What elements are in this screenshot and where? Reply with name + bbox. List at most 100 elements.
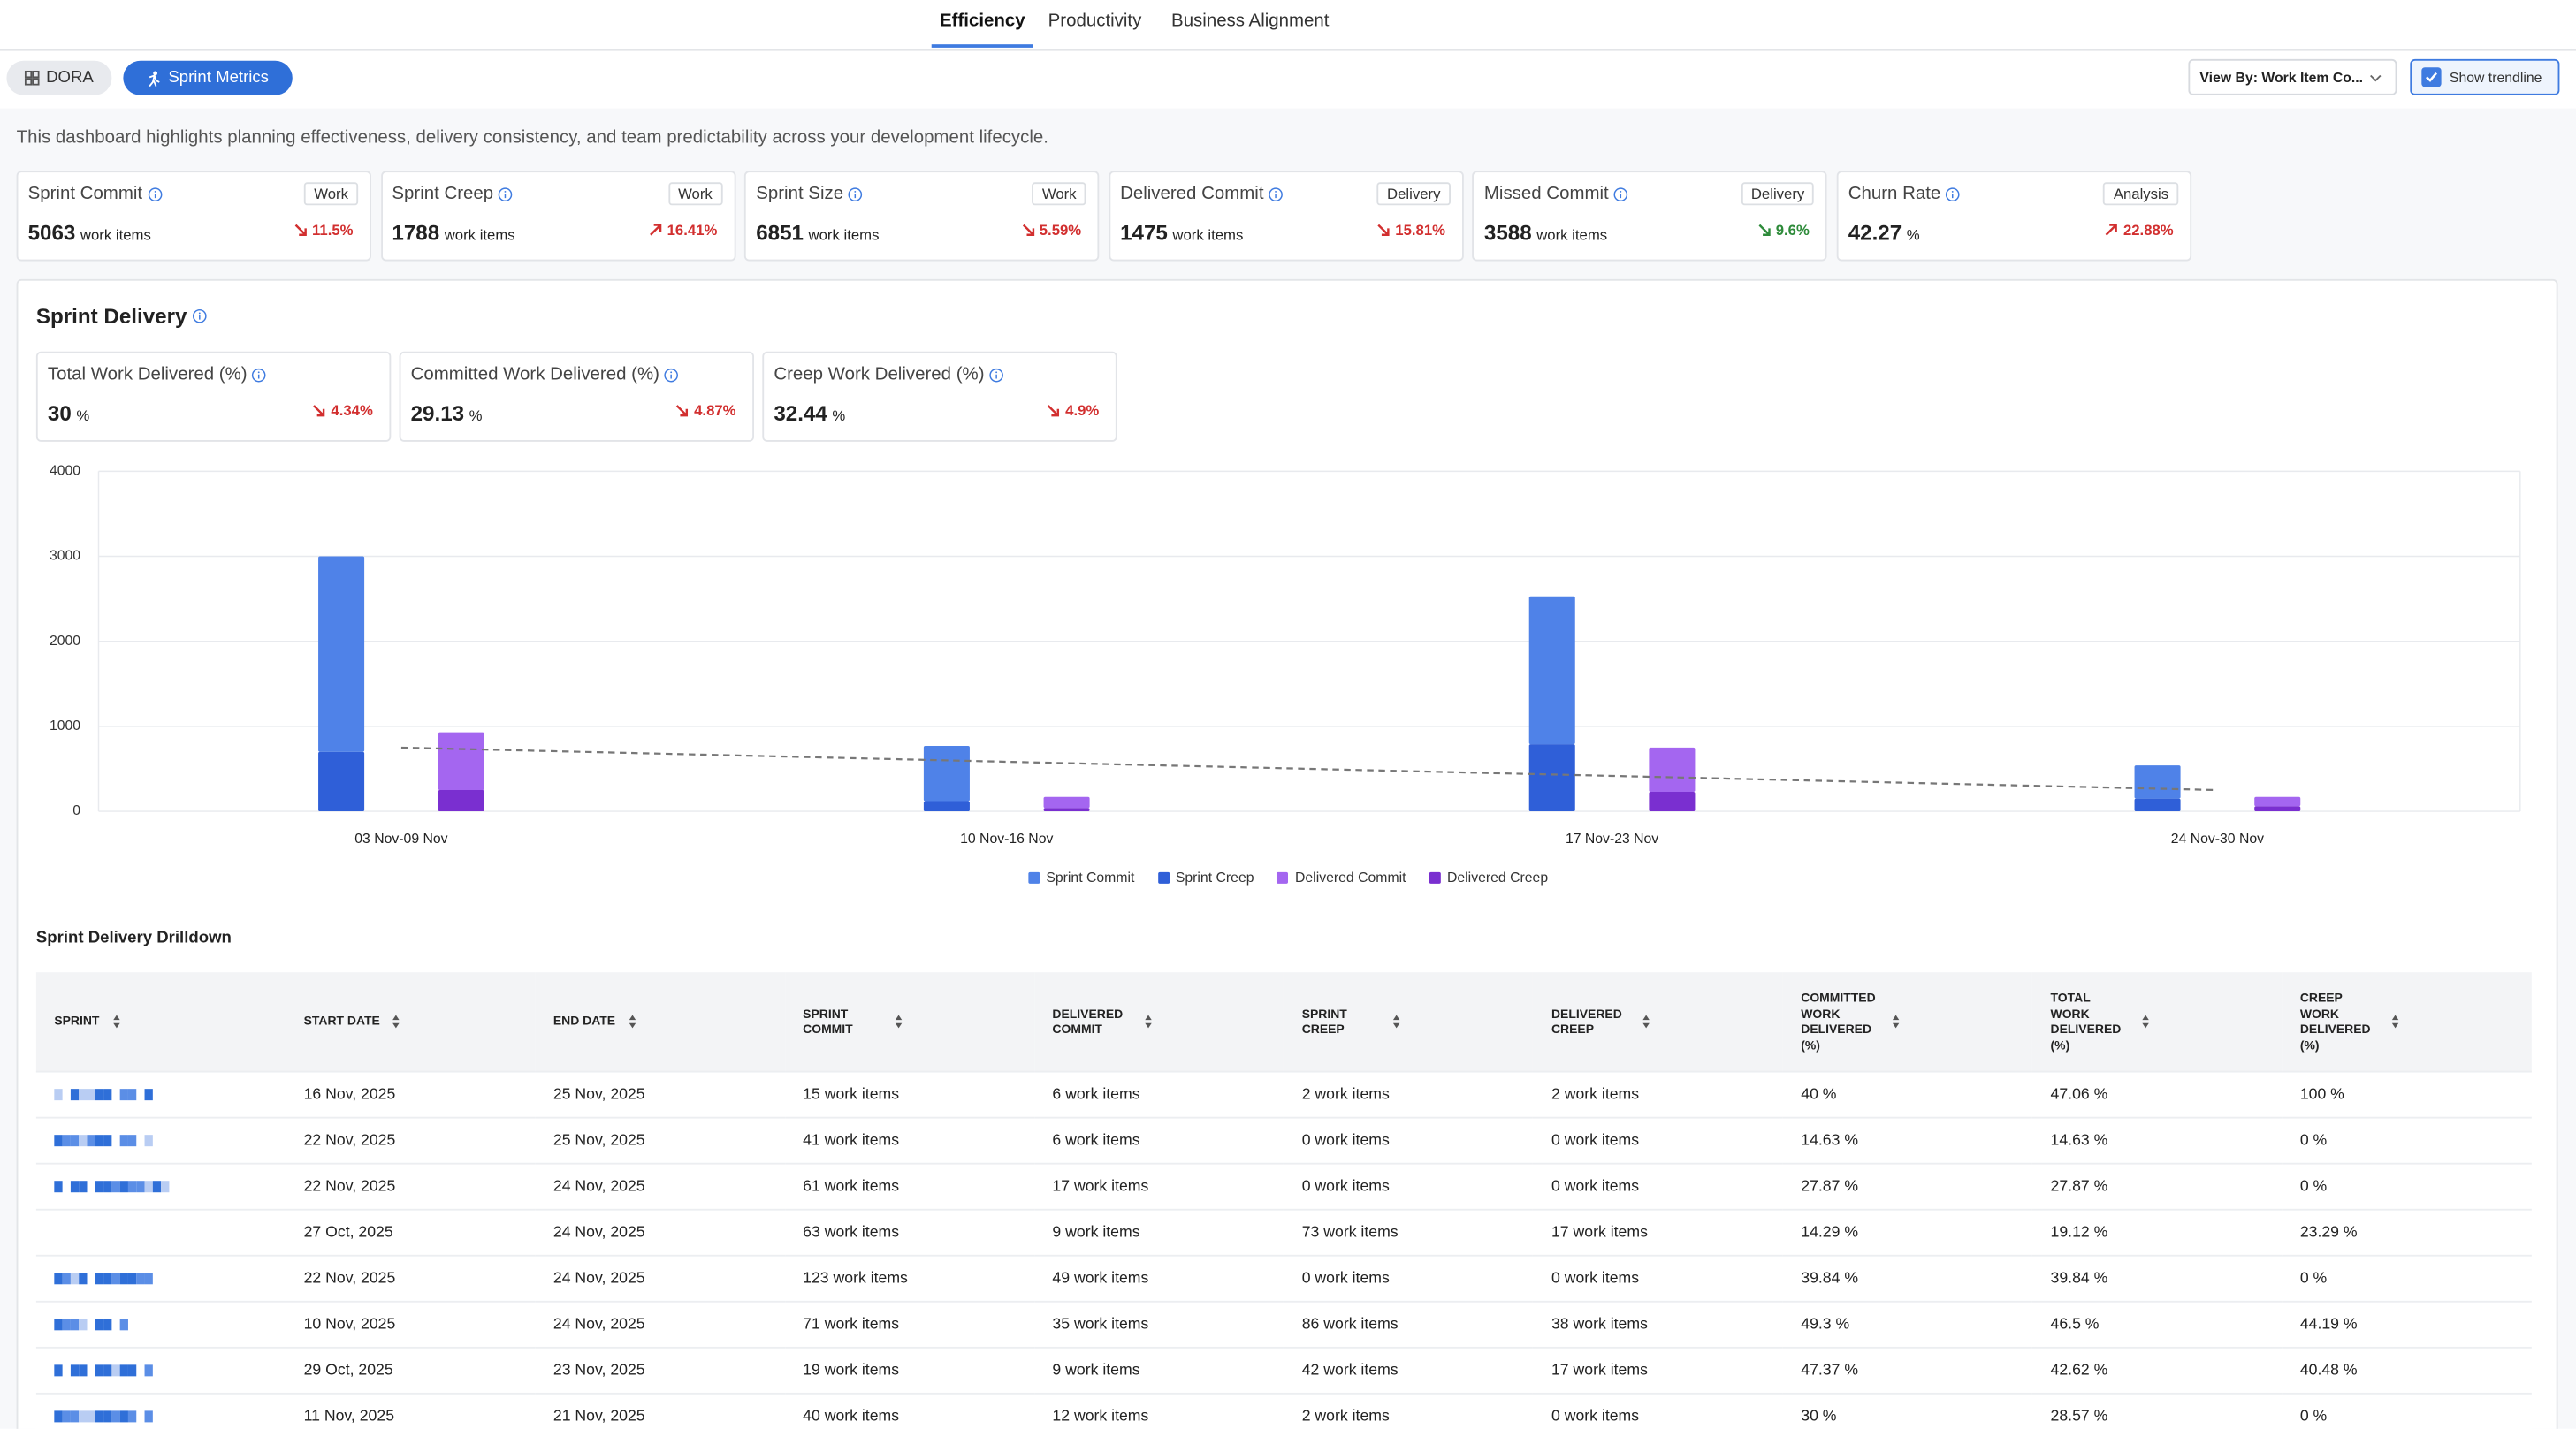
bar-segment <box>1649 748 1695 792</box>
table-cell: 24 Nov, 2025 <box>535 1302 784 1348</box>
card-value: 30 <box>48 400 72 425</box>
table-cell: 42.62 % <box>2032 1348 2282 1394</box>
column-header[interactable]: CREEP WORK DELIVERED (%) <box>2282 972 2531 1071</box>
card-label-row: Delivered Commit <box>1120 184 1284 203</box>
tab[interactable]: Efficiency <box>940 11 1025 31</box>
nav-label: Sprint Metrics <box>168 69 269 87</box>
redacted-block <box>103 1364 111 1376</box>
sort-icon <box>393 1015 400 1029</box>
redacted-block <box>63 1135 71 1146</box>
header-label: START DATE <box>304 1014 380 1030</box>
redacted-block <box>95 1135 103 1146</box>
trend-down-icon <box>676 404 690 417</box>
nav-button[interactable]: Sprint Metrics <box>123 61 292 95</box>
column-header[interactable]: SPRINT <box>36 972 286 1071</box>
legend-label: Sprint Commit <box>1046 869 1134 886</box>
card-change-value: 4.34% <box>331 402 372 419</box>
redacted-block <box>120 1364 128 1376</box>
redacted-block <box>95 1319 103 1330</box>
sort-up <box>1643 1015 1650 1021</box>
table-row[interactable]: 22 Nov, 202524 Nov, 2025123 work items49… <box>36 1256 2532 1302</box>
y-tick-label: 4000 <box>50 464 80 479</box>
column-header[interactable]: SPRINT CREEP <box>1284 972 1533 1071</box>
card-value-row: 5063work items <box>28 220 151 245</box>
card-value-row: 30% <box>48 400 89 425</box>
table-cell: 40.48 % <box>2282 1348 2531 1394</box>
nav-button[interactable]: DORA <box>6 61 111 95</box>
redacted-block <box>136 1089 144 1100</box>
column-header[interactable]: DELIVERED COMMIT <box>1034 972 1284 1071</box>
sort-down <box>2392 1023 2398 1029</box>
redacted-block <box>54 1273 62 1284</box>
redacted-block <box>111 1273 119 1284</box>
table-cell: 11 Nov, 2025 <box>286 1394 535 1429</box>
table-cell: 17 work items <box>1534 1210 1783 1256</box>
redacted-block <box>111 1181 119 1192</box>
redacted-block <box>120 1319 128 1330</box>
card-label-row: Total Work Delivered (%) <box>48 365 267 384</box>
column-header[interactable]: SPRINT COMMIT <box>785 972 1034 1071</box>
column-header[interactable]: TOTAL WORK DELIVERED (%) <box>2032 972 2282 1071</box>
legend-swatch <box>1277 871 1289 883</box>
sort-up <box>112 1015 118 1021</box>
column-header[interactable]: COMMITTED WORK DELIVERED (%) <box>1783 972 2032 1071</box>
table-cell: 35 work items <box>1034 1302 1284 1348</box>
card-unit: work items <box>1536 226 1607 243</box>
bar-segment <box>924 802 970 812</box>
table-row[interactable]: 16 Nov, 202525 Nov, 202515 work items6 w… <box>36 1072 2532 1118</box>
table-row[interactable]: 22 Nov, 202525 Nov, 202541 work items6 w… <box>36 1118 2532 1164</box>
table-row[interactable]: 29 Oct, 202523 Nov, 202519 work items9 w… <box>36 1348 2532 1394</box>
tab[interactable]: Productivity <box>1048 11 1142 31</box>
sort-up <box>2143 1015 2149 1021</box>
table-cell: 2 work items <box>1534 1072 1783 1118</box>
header-content: COMMITTED WORK DELIVERED (%) <box>1801 991 2032 1053</box>
x-tick-label: 03 Nov-09 Nov <box>354 832 447 847</box>
bar-segment <box>2254 797 2300 807</box>
redacted-block <box>111 1410 119 1422</box>
table-cell: 27.87 % <box>2032 1164 2282 1210</box>
sprint-cell-redacted <box>36 1394 286 1429</box>
sort-down <box>1893 1023 1899 1029</box>
redacted-block <box>145 1410 153 1422</box>
y-tick-label: 2000 <box>50 634 80 649</box>
table-cell: 24 Nov, 2025 <box>535 1210 784 1256</box>
card-change-value: 11.5% <box>312 222 354 239</box>
column-header[interactable]: DELIVERED CREEP <box>1534 972 1783 1071</box>
redacted-block <box>95 1089 103 1100</box>
sprint-cell-redacted <box>36 1256 286 1302</box>
table-row[interactable]: 22 Nov, 202524 Nov, 202561 work items17 … <box>36 1164 2532 1210</box>
sort-up <box>2392 1015 2398 1021</box>
column-header[interactable]: START DATE <box>286 972 535 1071</box>
sort-icon <box>1643 1015 1650 1029</box>
card-change-value: 5.59% <box>1040 222 1081 239</box>
column-header[interactable]: END DATE <box>535 972 784 1071</box>
redacted-block <box>153 1181 161 1192</box>
card-tag: Work <box>668 182 722 205</box>
table-cell: 22 Nov, 2025 <box>286 1256 535 1302</box>
table-cell: 49 work items <box>1034 1256 1284 1302</box>
card-value-row: 1475work items <box>1120 220 1243 245</box>
table-row[interactable]: 11 Nov, 202521 Nov, 202540 work items12 … <box>36 1394 2532 1429</box>
card-label: Missed Commit <box>1484 184 1609 203</box>
header-content: SPRINT COMMIT <box>803 1006 1034 1037</box>
table-cell: 17 work items <box>1034 1164 1284 1210</box>
redacted-block <box>71 1364 79 1376</box>
tab[interactable]: Business Alignment <box>1171 11 1329 31</box>
header-label: SPRINT CREEP <box>1302 1006 1381 1037</box>
card-value-row: 6851work items <box>756 220 879 245</box>
table-row[interactable]: 10 Nov, 202524 Nov, 202571 work items35 … <box>36 1302 2532 1348</box>
redacted-block <box>95 1364 103 1376</box>
card-unit: % <box>1907 226 1920 243</box>
header-label: DELIVERED COMMIT <box>1052 1006 1131 1037</box>
redacted-block <box>136 1181 144 1192</box>
legend-label: Delivered Creep <box>1447 869 1548 886</box>
table-cell: 30 % <box>1783 1394 2032 1429</box>
bar-segment <box>438 790 484 811</box>
table-row[interactable]: 27 Oct, 202524 Nov, 202563 work items9 w… <box>36 1210 2532 1256</box>
redacted-block <box>87 1364 95 1376</box>
sort-down <box>1145 1023 1151 1029</box>
x-tick-label: 10 Nov-16 Nov <box>960 832 1053 847</box>
table-cell: 22 Nov, 2025 <box>286 1164 535 1210</box>
card-label-row: Creep Work Delivered (%) <box>774 365 1003 384</box>
